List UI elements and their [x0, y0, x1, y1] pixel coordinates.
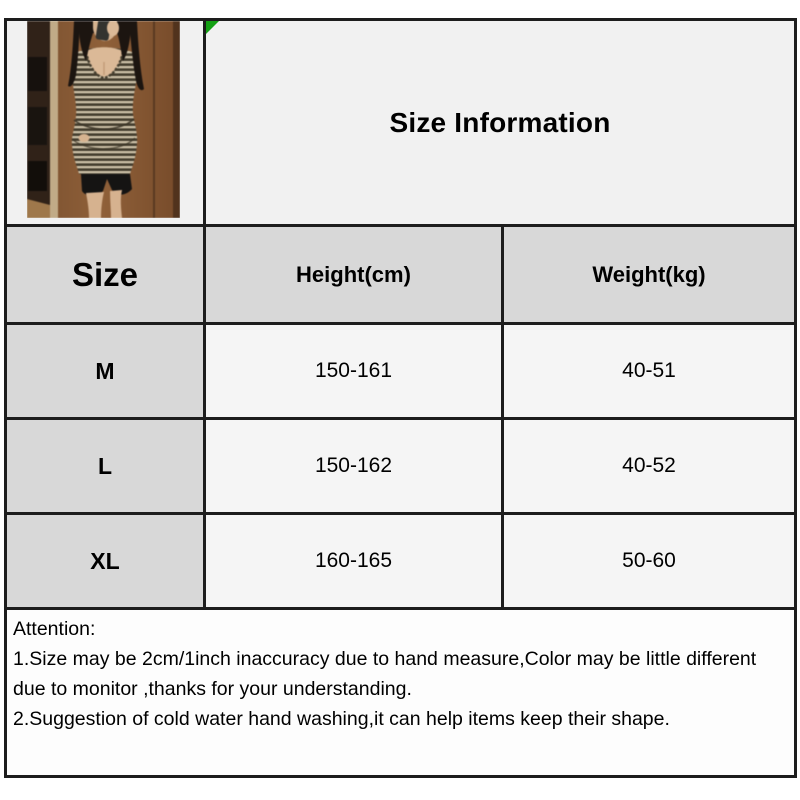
row-xl-weight: 50-60	[504, 515, 794, 607]
row-m-weight: 40-51	[504, 325, 794, 417]
row-l-weight: 40-52	[504, 420, 794, 512]
table-header-row: Size Height(cm) Weight(kg)	[7, 224, 794, 322]
row-m-height: 150-161	[206, 325, 504, 417]
header-size: Size	[7, 227, 206, 322]
product-photo-cell	[7, 21, 206, 224]
model-photo-illustration	[27, 21, 180, 218]
attention-note-1: 1.Size may be 2cm/1inch inaccuracy due t…	[13, 648, 757, 700]
header-weight: Weight(kg)	[504, 227, 794, 322]
row-l-height: 150-162	[206, 420, 504, 512]
header-height: Height(cm)	[206, 227, 504, 322]
title-row: Size Information	[7, 21, 794, 224]
title-cell: Size Information	[206, 21, 794, 224]
size-information-sheet: Size Information Size Height(cm) Weight(…	[4, 18, 797, 778]
attention-note-2: 2.Suggestion of cold water hand washing,…	[13, 708, 670, 730]
table-row: M 150-161 40-51	[7, 322, 794, 417]
row-m-size: M	[7, 325, 206, 417]
table-row: L 150-162 40-52	[7, 417, 794, 512]
row-xl-size: XL	[7, 515, 206, 607]
row-xl-height: 160-165	[206, 515, 504, 607]
attention-heading: Attention:	[13, 618, 96, 640]
row-l-size: L	[7, 420, 206, 512]
page-title: Size Information	[389, 106, 611, 138]
attention-section: Attention: 1.Size may be 2cm/1inch inacc…	[7, 607, 794, 775]
table-row: XL 160-165 50-60	[7, 512, 794, 607]
excel-corner-marker-icon	[206, 21, 219, 34]
product-photo	[27, 21, 180, 218]
